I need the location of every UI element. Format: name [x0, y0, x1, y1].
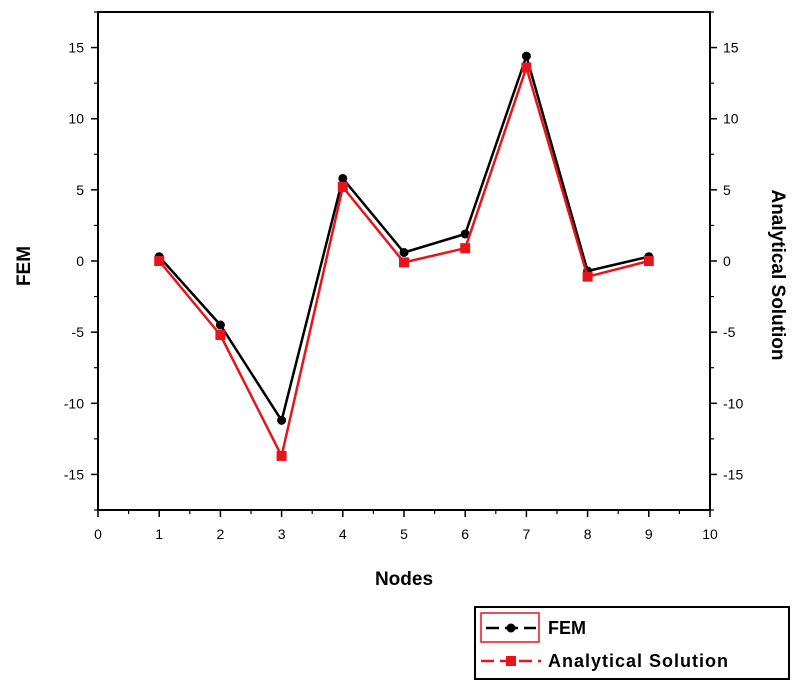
y-left-tick-label: -10	[64, 395, 84, 411]
x-axis-title: Nodes	[375, 569, 433, 590]
x-tick-label: 1	[155, 526, 163, 542]
y-left-tick-label: 0	[76, 253, 84, 269]
x-tick-label: 10	[702, 526, 718, 542]
x-tick-label: 3	[278, 526, 286, 542]
fem-point	[277, 415, 287, 425]
y-right-tick-label: 15	[723, 40, 739, 56]
x-tick-label: 2	[217, 526, 225, 542]
y-left-tick-label: 10	[68, 111, 84, 127]
x-tick-label: 8	[584, 526, 592, 542]
y-left-tick-label: 15	[68, 40, 84, 56]
analytical-point	[643, 256, 654, 266]
analytical-point	[582, 271, 593, 282]
analytical-point	[521, 62, 532, 73]
y-right-tick-label: -5	[723, 324, 736, 340]
fem-point	[521, 51, 531, 61]
x-tick-label: 9	[645, 526, 653, 542]
y-right-tick-label: 5	[723, 182, 731, 198]
legend-swatches	[481, 623, 541, 666]
y-left-tick-label: -15	[64, 466, 84, 482]
legend-marker-analytical	[506, 656, 516, 666]
y-right-tick-label: -10	[723, 395, 743, 411]
analytical-point	[399, 257, 409, 268]
fem-point	[215, 320, 225, 330]
x-tick-label: 0	[94, 526, 102, 542]
analytical-point	[154, 256, 165, 266]
legend-marker-fem	[506, 623, 516, 633]
legend-label-analytical: Analytical Solution	[548, 651, 729, 671]
legend-highlight	[480, 612, 540, 643]
x-tick-label: 6	[461, 526, 469, 542]
fem-point	[399, 247, 409, 257]
plot-area: 0 1 2 3 4 5 6 7 8 9 10 -15 -15 -10 -10 -5 -5 0 0 5 5 10 10 15 15	[64, 11, 743, 542]
fem-point	[338, 173, 348, 183]
analytical-point	[215, 329, 226, 340]
y-right-tick-label: -15	[723, 466, 743, 482]
legend-box	[474, 606, 790, 680]
legend-label-fem: FEM	[548, 618, 586, 638]
x-tick-label: 5	[400, 526, 408, 542]
analytical-point	[337, 182, 348, 193]
analytical-point	[460, 243, 471, 254]
y-left-tick-label: -5	[72, 324, 85, 340]
y-axis-right-title: Analytical Solution	[767, 189, 788, 360]
x-tick-label: 7	[523, 526, 531, 542]
y-axis-left-title: FEM	[14, 246, 35, 286]
y-right-tick-label: 0	[723, 253, 731, 269]
legend: FEM Analytical Solution	[474, 606, 790, 680]
y-left-tick-label: 5	[76, 182, 84, 198]
y-right-tick-label: 10	[723, 111, 739, 127]
x-tick-label: 4	[339, 526, 347, 542]
analytical-point	[276, 450, 287, 461]
fem-point	[460, 229, 470, 239]
